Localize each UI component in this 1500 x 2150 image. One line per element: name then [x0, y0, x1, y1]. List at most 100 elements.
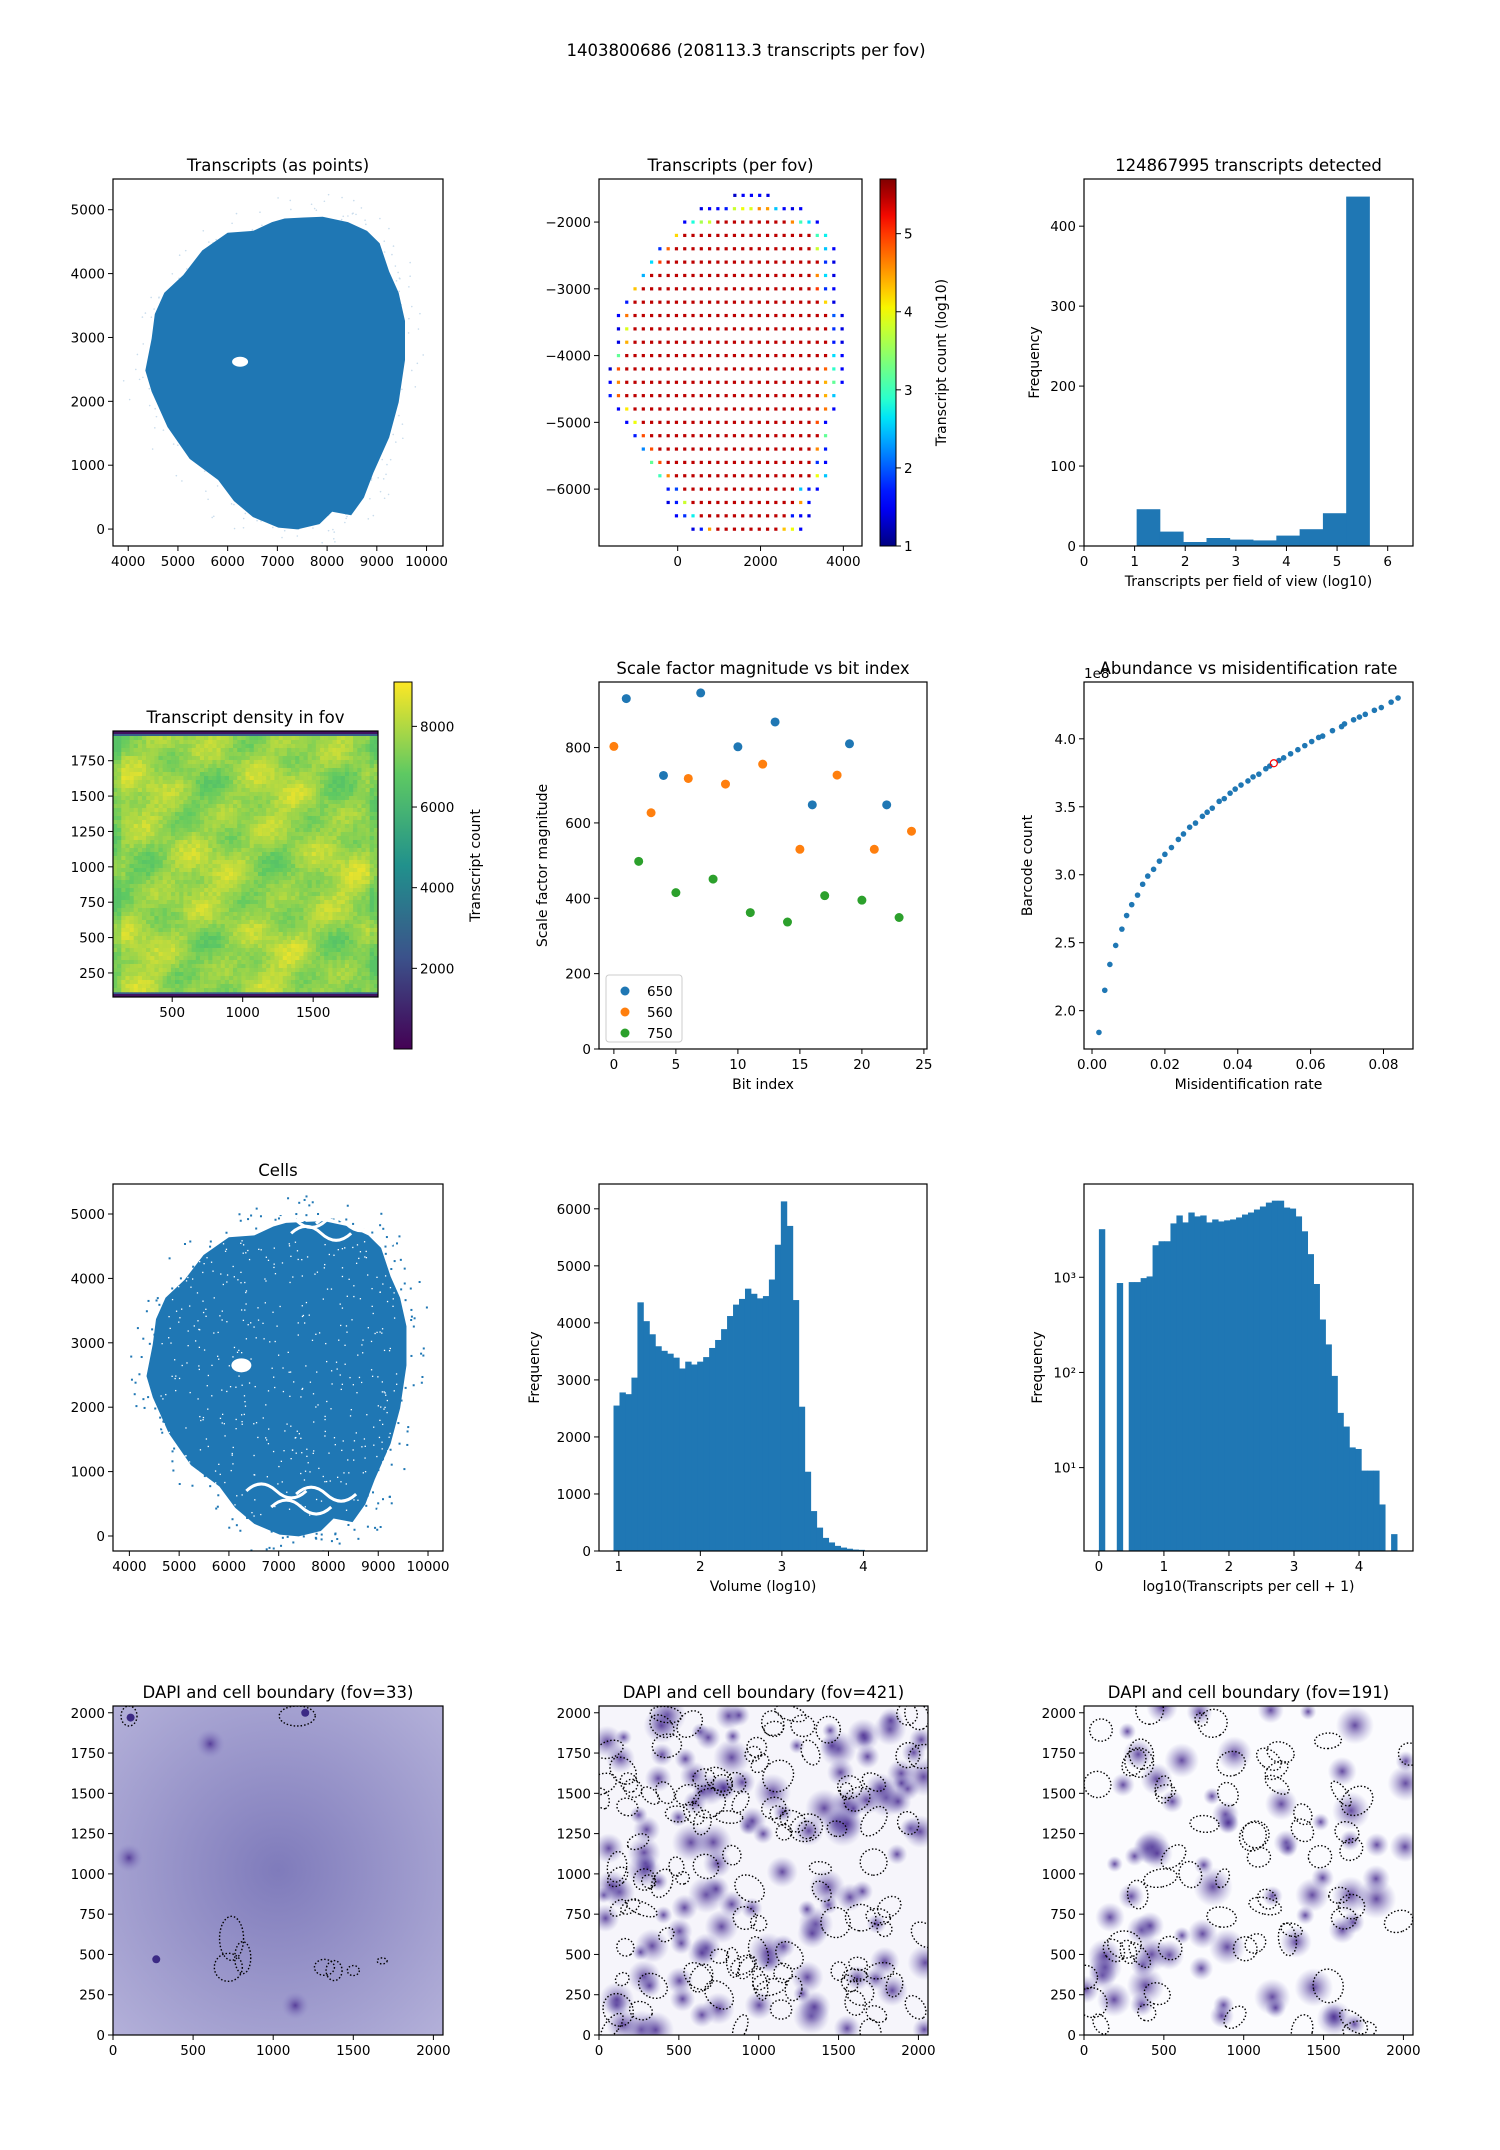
heatmap-cell [307, 972, 313, 977]
heatmap-cell [137, 948, 143, 953]
transcript-point [290, 208, 292, 211]
heatmap-cell [282, 888, 288, 893]
heatmap-cell [129, 976, 135, 981]
heatmap-cell [154, 888, 159, 893]
heatmap-cell [361, 748, 366, 753]
fov-point [757, 300, 761, 304]
heatmap-cell [303, 868, 308, 873]
fov-point [765, 207, 770, 211]
heatmap-cell [365, 848, 371, 853]
heatmap-cell [311, 916, 317, 921]
heatmap-cell [249, 836, 255, 841]
heatmap-cell [129, 852, 135, 857]
heatmap-cell [344, 924, 350, 929]
heatmap-cell [320, 972, 325, 977]
heatmap-cell [121, 800, 126, 805]
fov-point [707, 287, 712, 291]
heatmap-cell [270, 860, 275, 865]
heatmap-cell [315, 788, 321, 793]
colorbar-gradient [879, 178, 897, 547]
heatmap-cell [187, 820, 192, 825]
x-tick-label: 10000 [405, 554, 448, 570]
heatmap-cell [175, 944, 180, 949]
heatmap-cell [133, 892, 139, 897]
heatmap-cell [369, 936, 375, 941]
heatmap-cell [154, 796, 159, 801]
heatmap-cell [349, 936, 354, 941]
heatmap-cell [245, 872, 250, 877]
heatmap-cell [220, 864, 226, 869]
heatmap-cell [262, 736, 267, 741]
heatmap-cell [274, 956, 279, 961]
heatmap-cell [282, 740, 288, 745]
heatmap-cell [141, 832, 147, 837]
heatmap-cell [365, 900, 371, 905]
heatmap-cell [162, 764, 168, 769]
heatmap-cell [249, 872, 255, 877]
heatmap-cell [307, 752, 313, 757]
heatmap-cell [257, 952, 263, 957]
heatmap-cell [228, 912, 234, 917]
heatmap-cell [146, 856, 151, 861]
heatmap-cell [113, 896, 118, 901]
heatmap-cell [199, 736, 205, 741]
heatmap-cell [365, 940, 371, 945]
heatmap-cell [208, 920, 213, 925]
heatmap-cell [166, 972, 172, 977]
heatmap-cell [257, 964, 263, 969]
heatmap-cell [204, 892, 209, 897]
heatmap-cell [353, 828, 358, 833]
heatmap-cell [365, 892, 371, 897]
heatmap-cell [332, 736, 337, 741]
heatmap-cell [199, 768, 205, 773]
heatmap-cell [249, 812, 255, 817]
heatmap-cell [141, 860, 147, 865]
heatmap-cell [282, 964, 288, 969]
heatmap-cell [336, 980, 342, 985]
heatmap-cell [349, 984, 354, 989]
heatmap-cell [224, 924, 230, 929]
heatmap-cell [303, 932, 308, 937]
heatmap-cell [311, 976, 317, 981]
heatmap-cell [158, 808, 163, 813]
heatmap-cell [129, 764, 135, 769]
heatmap-cell [154, 808, 159, 813]
heatmap-cell [187, 948, 192, 953]
fov-point [774, 327, 778, 331]
heatmap-cell [179, 984, 184, 989]
fov-point [799, 247, 803, 251]
fov-point [823, 460, 828, 465]
heatmap-cell [129, 864, 135, 869]
heatmap-cell [133, 948, 139, 953]
fov-point [732, 460, 737, 465]
heatmap-cell [195, 776, 201, 781]
heatmap-cell [311, 740, 317, 745]
heatmap-cell [353, 908, 358, 913]
y-tick-label: 5000 [71, 203, 105, 219]
heatmap-cell [113, 952, 118, 957]
heatmap-cell [253, 880, 259, 885]
fov-point [608, 394, 612, 398]
heatmap-cell [162, 912, 168, 917]
heatmap-cell [295, 788, 300, 793]
heatmap-cell [315, 864, 321, 869]
fov-point [699, 420, 703, 424]
fov-point [716, 474, 720, 478]
heatmap-cell [349, 948, 354, 953]
heatmap-cell [328, 960, 333, 965]
heatmap-cell [328, 908, 333, 913]
heatmap-cell [282, 800, 288, 805]
heatmap-cell [324, 740, 329, 745]
heatmap-cell [253, 756, 259, 761]
heatmap-cell [125, 896, 130, 901]
heatmap-cell [315, 828, 321, 833]
heatmap-cell [141, 820, 147, 825]
heatmap-cell [266, 836, 271, 841]
heatmap-cell [278, 884, 284, 889]
heatmap-cell [262, 744, 267, 749]
heatmap-cell [266, 868, 271, 873]
fov-point [732, 207, 737, 211]
transcript-point [344, 521, 346, 524]
heatmap-cell [344, 840, 350, 845]
heatmap-cell [291, 932, 296, 937]
